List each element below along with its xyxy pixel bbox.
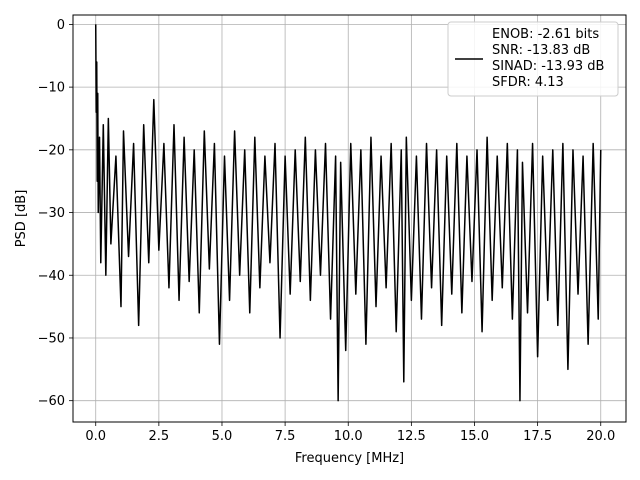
y-tick-label: 0 bbox=[57, 18, 65, 33]
legend-entry-sfdr: SFDR: 4.13 bbox=[492, 75, 564, 90]
legend-entry-enob: ENOB: -2.61 bits bbox=[492, 27, 599, 42]
x-tick-label: 10.0 bbox=[334, 429, 363, 444]
x-tick-label: 15.0 bbox=[460, 429, 489, 444]
y-tick-label: −10 bbox=[38, 81, 65, 96]
x-tick-label: 5.0 bbox=[212, 429, 233, 444]
y-tick-label: −20 bbox=[38, 143, 65, 158]
x-tick-label: 12.5 bbox=[397, 429, 426, 444]
y-tick-label: −50 bbox=[38, 331, 65, 346]
x-tick-label: 20.0 bbox=[586, 429, 615, 444]
y-tick-label: −40 bbox=[38, 269, 65, 284]
x-tick-label: 0.0 bbox=[85, 429, 106, 444]
legend: ENOB: -2.61 bits SNR: -13.83 dB SINAD: -… bbox=[447, 21, 619, 97]
psd-series-line bbox=[94, 24, 602, 402]
tick-marks bbox=[69, 24, 602, 426]
x-tick-label: 2.5 bbox=[149, 429, 170, 444]
legend-entry-sinad: SINAD: -13.93 dB bbox=[492, 59, 604, 74]
x-axis-title: Frequency [MHz] bbox=[295, 451, 404, 466]
x-tick-label: 7.5 bbox=[275, 429, 296, 444]
plot-frame bbox=[72, 14, 627, 423]
legend-entry-snr: SNR: -13.83 dB bbox=[492, 43, 590, 58]
y-tick-label: −60 bbox=[38, 394, 65, 409]
series-layer bbox=[94, 24, 602, 402]
x-tick-label: 17.5 bbox=[523, 429, 552, 444]
legend-box bbox=[447, 21, 619, 97]
y-tick-label: −30 bbox=[38, 206, 65, 221]
y-axis-title: PSD [dB] bbox=[14, 190, 29, 248]
